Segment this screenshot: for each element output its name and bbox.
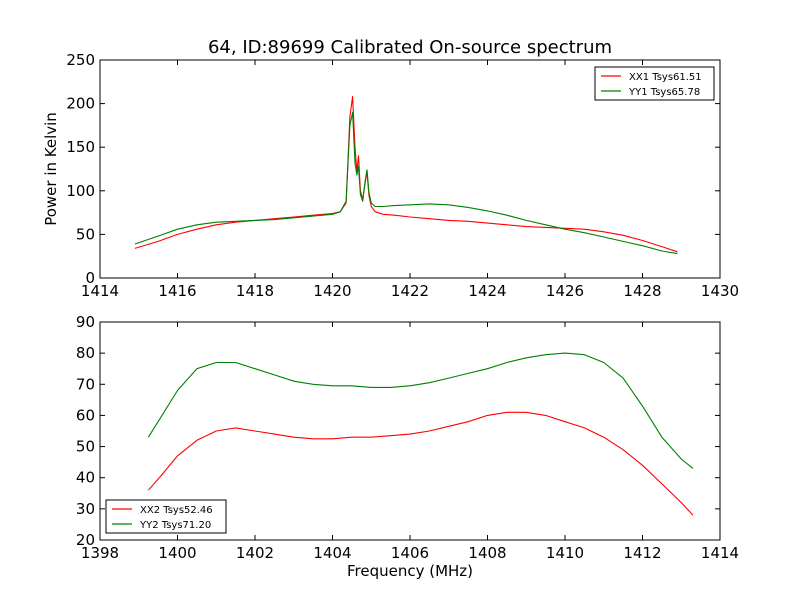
bottom-plot-xtick-label: 1398 bbox=[81, 544, 119, 562]
top-plot-xtick-label: 1420 bbox=[313, 282, 351, 300]
top-plot-ytick-label: 150 bbox=[66, 138, 95, 156]
bottom-plot-xtick-label: 1404 bbox=[313, 544, 351, 562]
top-plot-legend: XX1 Tsys61.51 YY1 Tsys65.78 bbox=[594, 66, 715, 101]
bottom-plot-legend-box bbox=[105, 499, 227, 534]
bottom-plot-xtick-label: 1410 bbox=[546, 544, 584, 562]
bottom-plot-xtick-label: 1412 bbox=[623, 544, 661, 562]
top-plot-xtick-label: 1422 bbox=[391, 282, 429, 300]
top-plot-ytick-label: 50 bbox=[76, 225, 95, 243]
bottom-plot-ytick-label: 50 bbox=[76, 438, 95, 456]
bottom-plot-series-line-2 bbox=[147, 352, 694, 469]
top-plot-legend-label-1: XX1 Tsys61.51 bbox=[629, 72, 702, 83]
bottom-plot-ytick-label: 80 bbox=[76, 344, 95, 362]
bottom-plot-xtick-label: 1414 bbox=[701, 544, 739, 562]
top-plot-legend-box bbox=[594, 66, 715, 101]
top-plot-ytick-label: 250 bbox=[66, 51, 95, 69]
bottom-plot: 1398 1400 1402 1404 1406 1408 1410 1412 1414 20 30… bbox=[76, 313, 739, 580]
bottom-plot-ytick-label: 70 bbox=[76, 375, 95, 393]
bottom-plot-xtick-label: 1408 bbox=[468, 544, 506, 562]
top-plot-xtick-label: 1424 bbox=[468, 282, 506, 300]
bottom-plot-ytick-label: 40 bbox=[76, 469, 95, 487]
bottom-plot-ytick-label: 90 bbox=[76, 313, 95, 331]
top-plot-xtick-label: 1414 bbox=[81, 282, 119, 300]
top-plot-xtick-label: 1416 bbox=[158, 282, 196, 300]
bottom-plot-xtick-label: 1402 bbox=[236, 544, 274, 562]
top-plot-legend-label-2: YY1 Tsys65.78 bbox=[628, 87, 700, 98]
bottom-plot-ytick-label: 30 bbox=[76, 500, 95, 518]
bottom-plot-legend-label-1: XX2 Tsys52.46 bbox=[140, 505, 213, 516]
bottom-plot-series-line-1 bbox=[147, 411, 694, 516]
top-plot-series-line-2 bbox=[134, 111, 678, 255]
top-plot-ytick-label: 0 bbox=[85, 269, 95, 287]
top-plot: 1414 1416 1418 1420 1422 1424 1426 1428 1430 0 50 1… bbox=[42, 51, 739, 300]
bottom-plot-legend-label-2: YY2 Tsys71.20 bbox=[139, 520, 211, 531]
bottom-plot-ytick-label: 20 bbox=[76, 531, 95, 549]
bottom-plot-xlabel: Frequency (MHz) bbox=[347, 562, 473, 580]
top-plot-ylabel: Power in Kelvin bbox=[42, 112, 60, 226]
top-plot-ytick-label: 100 bbox=[66, 182, 95, 200]
figure-title: 64, ID:89699 Calibrated On-source spectr… bbox=[208, 37, 612, 58]
top-plot-xtick-label: 1430 bbox=[701, 282, 739, 300]
bottom-plot-xtick-label: 1406 bbox=[391, 544, 429, 562]
bottom-plot-ytick-label: 60 bbox=[76, 406, 95, 424]
top-plot-ytick-label: 200 bbox=[66, 95, 95, 113]
bottom-plot-xtick-label: 1400 bbox=[158, 544, 196, 562]
top-plot-xtick-label: 1418 bbox=[236, 282, 274, 300]
bottom-plot-legend: XX2 Tsys52.46 YY2 Tsys71.20 bbox=[105, 499, 227, 534]
top-plot-xtick-label: 1428 bbox=[623, 282, 661, 300]
top-plot-xtick-label: 1426 bbox=[546, 282, 584, 300]
